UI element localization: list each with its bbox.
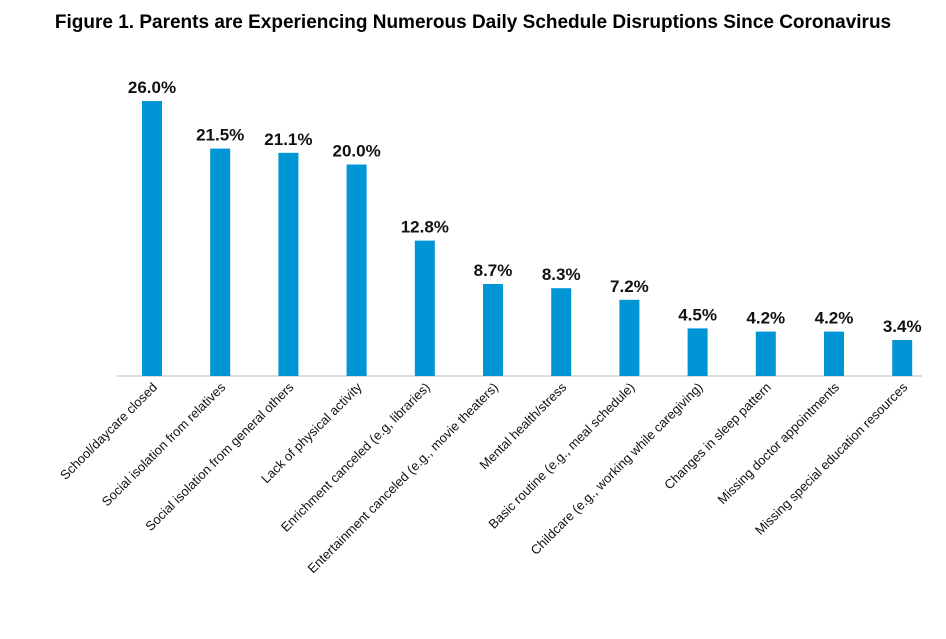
value-label: 4.2% [815, 309, 854, 328]
value-label: 4.2% [746, 309, 785, 328]
chart-title: Figure 1. Parents are Experiencing Numer… [54, 12, 892, 33]
value-label: 21.1% [264, 130, 312, 149]
bar [414, 240, 435, 376]
bar [142, 101, 162, 376]
bar [278, 152, 299, 376]
value-label: 4.5% [678, 305, 717, 324]
bar [824, 331, 844, 376]
category-label: Basic routine (e.g., meal schedule) [485, 380, 637, 532]
category-label: Social isolation from general others [142, 379, 297, 534]
category-label: Missing special education resources [752, 379, 911, 538]
value-label: 3.4% [883, 317, 922, 336]
category-label: Enrichment canceled (e.g, libraries) [278, 380, 433, 535]
value-label: 21.5% [196, 126, 244, 145]
bar [483, 284, 503, 376]
category-label: Social isolation from relatives [99, 379, 229, 509]
category-label: Missing doctor appointments [714, 379, 842, 507]
value-label: 12.8% [401, 218, 449, 237]
bar [892, 340, 913, 376]
bar [210, 148, 231, 376]
bar [619, 299, 640, 376]
value-label: 8.3% [542, 265, 581, 284]
value-label: 26.0% [128, 78, 176, 97]
value-label: 8.7% [474, 261, 513, 280]
bar [687, 328, 708, 376]
bar [346, 164, 367, 376]
value-label: 7.2% [610, 277, 649, 296]
bar [551, 288, 572, 376]
bar [755, 331, 776, 376]
value-label: 20.0% [332, 142, 380, 161]
